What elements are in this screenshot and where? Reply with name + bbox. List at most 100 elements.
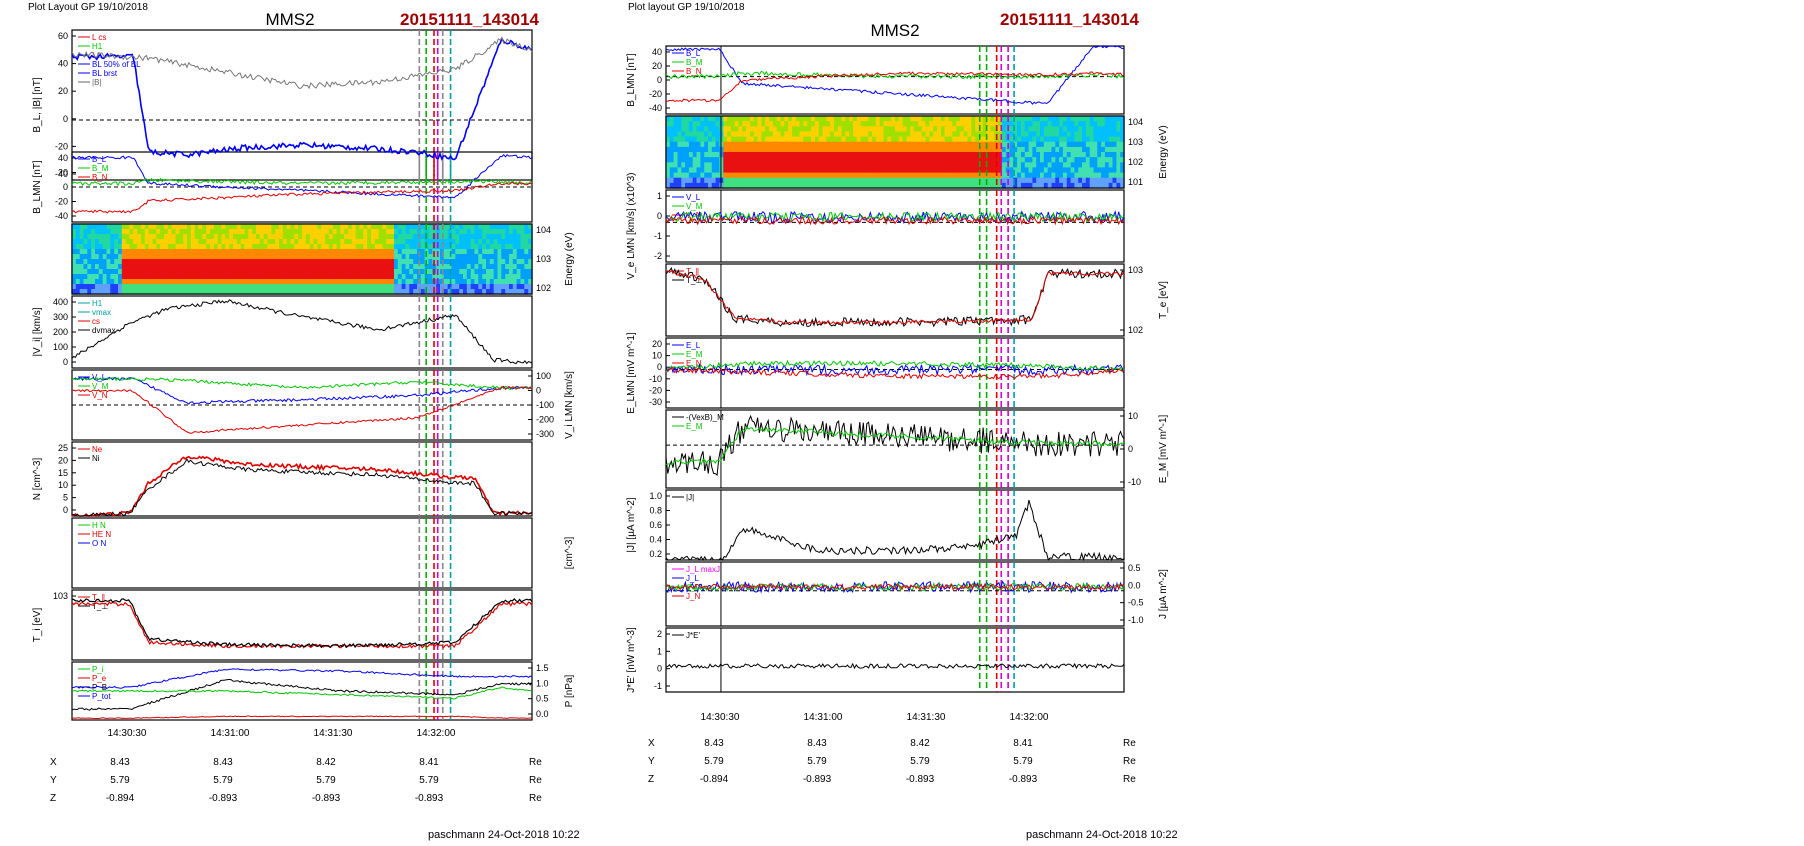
left-spec-cell <box>279 254 284 260</box>
right-spec-cell <box>669 116 675 122</box>
right-spec-cell <box>845 116 850 122</box>
left-spec-cell <box>144 224 150 230</box>
right-spec-cell <box>929 116 934 122</box>
right-spec-cell <box>841 152 846 158</box>
right-spec-cell <box>1001 121 1007 127</box>
left-spec-cell <box>367 259 372 265</box>
right-spec-cell <box>1055 131 1060 138</box>
left-time-tick-label: 14:31:30 <box>314 728 353 739</box>
right-spec-cell <box>803 126 808 132</box>
right-spec-cell <box>761 152 766 158</box>
left-spec-cell <box>520 279 525 285</box>
left-spec-cell <box>95 239 100 245</box>
left-spec-cell <box>390 264 395 270</box>
left-spec-cell <box>206 269 211 275</box>
right-spec-cell <box>975 182 980 189</box>
right-spec-cell <box>818 172 824 179</box>
right-j-tick-label: 0.2 <box>649 549 662 559</box>
right-spec-cell <box>719 141 724 148</box>
right-spec-cell <box>982 116 988 122</box>
right-spec-cell <box>864 177 869 184</box>
right-spec-cell <box>715 136 720 143</box>
right-spec-cell <box>1062 116 1068 122</box>
left-spec-cell <box>443 249 449 255</box>
left-spec-cell <box>298 239 303 245</box>
left-spec-cell <box>321 269 326 275</box>
right-spec-cell <box>1082 152 1087 158</box>
right-spec-cell <box>849 126 854 132</box>
left-spec-cell <box>275 229 280 235</box>
left-vilmn-tick-label: -200 <box>536 415 554 425</box>
right-jlmn-legend-entry: J_N <box>686 592 700 601</box>
right-spec-cell <box>696 157 701 163</box>
right-spec-cell <box>723 141 728 148</box>
right-spec-cell <box>795 116 801 122</box>
right-spec-cell <box>971 131 976 138</box>
left-spec-cell <box>424 239 430 245</box>
left-spec-cell <box>451 244 456 250</box>
right-spec-cell <box>1104 141 1110 148</box>
left-spec-cell <box>528 259 533 265</box>
left-spec-cell <box>110 224 115 230</box>
right-spec-cell <box>1101 177 1106 184</box>
left_page-ephem-value: -0.894 <box>106 793 135 804</box>
right-spec-cell <box>948 121 953 127</box>
left-spec-cell <box>194 269 200 275</box>
right-spec-cell <box>898 167 904 174</box>
right-spec-cell <box>856 131 862 138</box>
left-panel-bl-frame <box>71 29 533 181</box>
left-spec-cell <box>233 269 238 275</box>
right-spec-cell <box>1101 116 1106 122</box>
right-spec-cell <box>1108 116 1114 122</box>
left-spec-cell <box>524 249 529 255</box>
right-series-em-vexb <box>665 414 1125 476</box>
left-spec-cell <box>114 244 119 250</box>
right-spec-cell <box>971 126 976 132</box>
left-spec-cell <box>213 259 219 265</box>
left-spec-cell <box>118 234 123 240</box>
left-series-bl <box>71 36 533 90</box>
left-spec-cell <box>466 269 472 275</box>
left-spec-cell <box>144 264 150 270</box>
right-spec-cell <box>1120 136 1125 143</box>
right-spec-cell <box>688 121 694 127</box>
left-spec-cell <box>267 224 272 230</box>
right-spec-cell <box>704 177 709 184</box>
left-spec-cell <box>267 269 272 275</box>
right-spec-cell <box>826 116 831 122</box>
right-spec-cell <box>1043 157 1049 163</box>
left-spec-cell <box>148 284 154 290</box>
left-spec-cell <box>348 284 353 290</box>
right-spec-cell <box>959 162 965 168</box>
right-spec-cell <box>822 152 827 158</box>
right-spec-cell <box>746 136 751 143</box>
right-spec-cell <box>975 146 980 153</box>
right-spec-cell <box>883 116 888 122</box>
left-spec-cell <box>129 254 134 260</box>
right-jlmn-legend-entry: J_L <box>686 574 699 583</box>
right-je-tick-label: 0 <box>657 664 662 674</box>
left-spec-cell <box>240 269 246 275</box>
left-spec-cell <box>167 259 173 265</box>
left-spec-cell <box>382 244 387 250</box>
right-spec-cell <box>795 152 801 158</box>
right-spec-cell <box>1032 141 1037 148</box>
left-spec-cell <box>72 244 77 250</box>
left-spec-cell <box>351 269 357 275</box>
left-spec-cell <box>210 239 215 245</box>
right-spec-cell <box>1001 172 1007 179</box>
right-blmn-legend-entry: B_N <box>686 67 702 76</box>
ephemeris-tables: X 8.43 8.43 8.42 8.41 ReY 5.79 5.79 5.79 5.79 ReZ -… <box>50 738 1136 804</box>
left-spec-cell <box>171 234 177 240</box>
right-spec-cell <box>975 126 980 132</box>
left-spec-cell <box>294 274 299 280</box>
right-spec-cell <box>1051 131 1056 138</box>
right-spec-cell <box>1078 177 1083 184</box>
left-spec-cell <box>294 289 299 295</box>
left-spec-cell <box>167 279 173 285</box>
right-spec-cell <box>1051 162 1056 168</box>
right-spec-cell <box>1043 152 1049 158</box>
left-spec-cell <box>325 249 330 255</box>
left-spec-cell <box>524 264 529 270</box>
